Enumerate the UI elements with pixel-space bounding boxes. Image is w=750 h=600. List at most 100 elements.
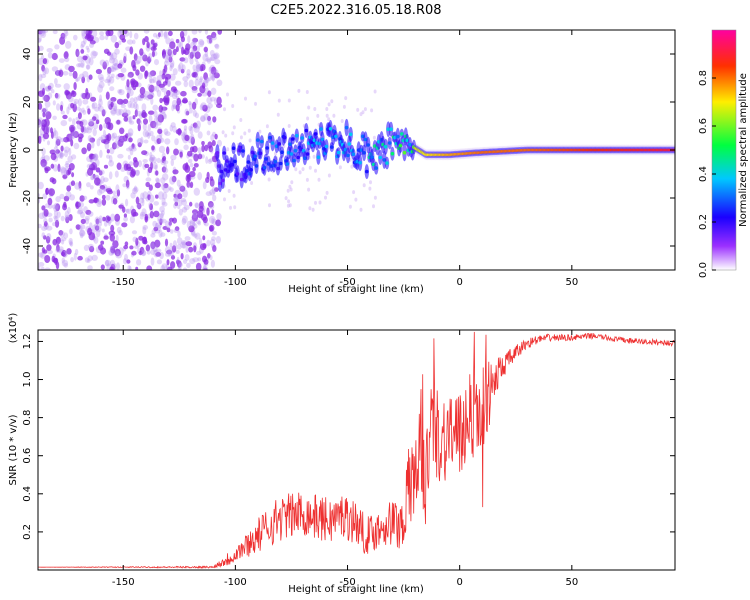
noise-blob [152,32,158,38]
ridge-core [305,152,310,156]
noise-blob [75,224,81,230]
noise-blob [108,249,114,256]
noise-blob [43,249,48,254]
noise-blob [135,55,142,64]
noise-blob [144,163,150,169]
noise-blob [169,187,174,193]
noise-blob [89,222,93,229]
noise-blob [41,64,45,72]
noise-blob [115,253,122,259]
noise-blob [77,201,81,208]
noise-blob [78,181,82,189]
noise-blob [47,85,52,90]
noise-blob [101,194,106,200]
noise-blob [97,221,103,227]
noise-blob [87,255,93,262]
noise-blob [96,200,102,208]
x-tick-label: -100 [224,277,247,288]
noise-blob [98,81,105,89]
noise-blob [172,240,177,249]
noise-blob [123,56,127,64]
noise-blob [288,184,292,189]
noise-blob [54,78,58,85]
noise-blob [155,252,162,257]
noise-blob [103,235,109,240]
spectrogram-x-axis-label: Height of straight line (km) [288,284,424,295]
noise-blob [109,245,115,254]
noise-blob [167,78,172,87]
noise-blob [135,203,142,209]
colorbar-label: Normalized spectral amplitude [738,73,749,227]
noise-blob [177,64,181,72]
noise-blob [153,249,160,258]
noise-blob [63,30,68,35]
noise-blob [184,236,191,241]
noise-blob [109,65,115,73]
noise-blob [170,122,176,128]
spectrogram-y-ticks: -40 -20 0 20 40 [22,48,675,254]
noise-blob [38,262,45,267]
noise-blob [165,49,172,55]
noise-blob [247,128,251,133]
noise-blob [42,108,47,113]
noise-blob [107,66,112,74]
noise-blob [185,241,193,247]
noise-blob [53,206,59,213]
noise-blob [46,225,53,231]
noise-blob [161,166,167,173]
noise-blob [38,118,42,126]
noise-blob [363,107,367,112]
spectrogram-marks [38,30,675,270]
noise-blob [173,196,179,203]
noise-blob [175,104,180,112]
noise-blob [206,96,213,104]
noise-blob [212,245,217,252]
ridge-core [289,152,294,156]
noise-blob [163,183,169,189]
noise-blob [214,69,219,75]
noise-blob [183,125,188,131]
noise-blob [318,200,322,205]
noise-blob [73,101,77,108]
noise-blob [189,51,194,59]
noise-blob [189,219,195,224]
noise-blob [211,35,217,41]
noise-blob [179,57,186,62]
noise-blob [163,163,168,171]
ridge-core [374,166,379,170]
noise-blob [229,205,232,210]
noise-blob [66,248,72,255]
noise-blob [197,92,203,97]
noise-blob [233,205,237,210]
noise-blob [161,263,168,270]
noise-blob [190,133,195,142]
noise-blob [124,253,128,262]
noise-blob [73,98,79,105]
noise-blob [214,59,221,65]
noise-blob [162,173,169,181]
noise-blob [181,119,187,124]
noise-blob [149,78,155,84]
noise-blob [60,167,68,176]
noise-blob [114,170,119,178]
noise-blob [195,61,200,70]
ridge-core [334,134,338,139]
noise-blob [143,239,148,245]
noise-blob [135,110,143,117]
noise-blob [135,237,139,246]
x-tick-label: 0 [456,277,462,288]
noise-blob [370,108,374,113]
noise-blob [87,265,93,270]
ridge-core [285,162,290,166]
noise-blob [210,134,215,142]
noise-blob [110,259,115,267]
noise-blob [61,259,69,267]
spectrogram-y-axis-label: Frequency (Hz) [8,112,19,188]
noise-blob [147,194,151,201]
noise-blob [67,155,73,163]
noise-blob [93,153,99,162]
ridge-core [344,125,349,130]
noise-blob [165,264,169,270]
noise-blob [175,129,182,135]
noise-blob [63,83,70,91]
